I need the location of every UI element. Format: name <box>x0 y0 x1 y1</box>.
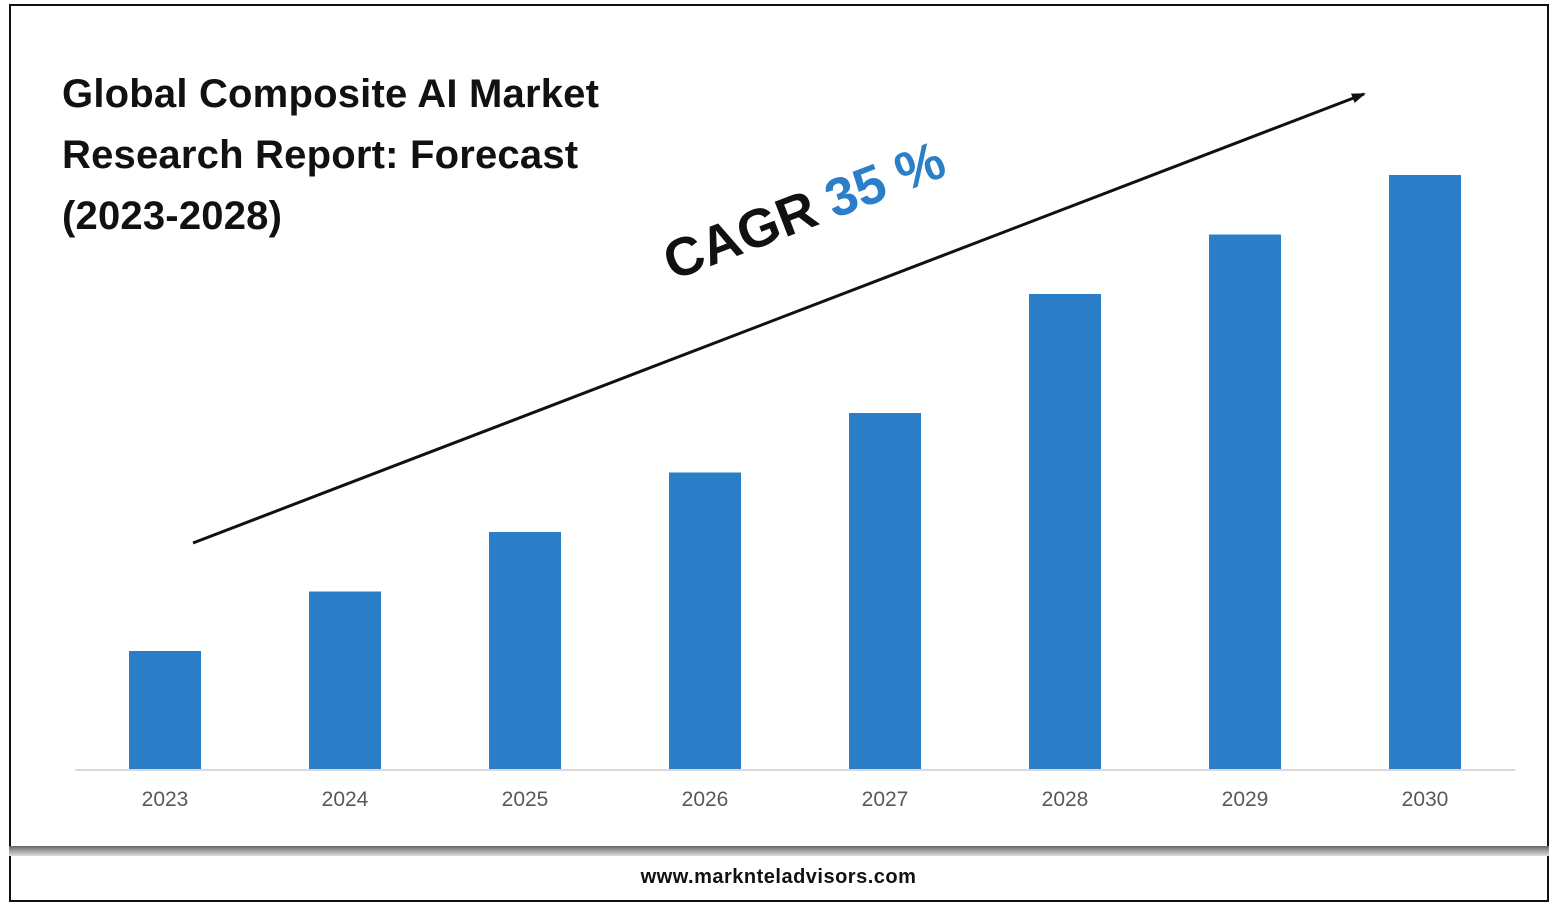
bar-2027 <box>849 413 921 770</box>
bar-2030 <box>1389 175 1461 770</box>
x-tick-label-2024: 2024 <box>322 788 369 811</box>
footer-url: www.marknteladvisors.com <box>640 866 917 888</box>
trend-arrow <box>192 92 1366 545</box>
footer-divider <box>9 846 1549 856</box>
x-tick-label-2029: 2029 <box>1222 788 1269 811</box>
x-tick-label-2027: 2027 <box>862 788 909 811</box>
chart-title-line-2: Research Report: Forecast <box>62 133 579 177</box>
bar-2029 <box>1209 234 1281 770</box>
x-axis-tick-labels: 2023 2024 2025 2026 2027 2028 2029 2030 <box>142 788 1449 811</box>
x-tick-label-2028: 2028 <box>1042 788 1089 811</box>
bar-2025 <box>489 532 561 770</box>
chart-frame <box>9 4 1549 902</box>
chart-title-line-1: Global Composite AI Market <box>62 72 600 116</box>
x-tick-label-2030: 2030 <box>1402 788 1449 811</box>
bar-2024 <box>309 591 381 770</box>
bar-2023 <box>129 651 201 770</box>
chart-title-line-3: (2023-2028) <box>62 194 283 238</box>
x-tick-label-2023: 2023 <box>142 788 189 811</box>
x-tick-label-2026: 2026 <box>682 788 729 811</box>
bar-2028 <box>1029 294 1101 770</box>
x-tick-label-2025: 2025 <box>502 788 549 811</box>
bar-2026 <box>669 472 741 770</box>
bars <box>129 175 1461 770</box>
